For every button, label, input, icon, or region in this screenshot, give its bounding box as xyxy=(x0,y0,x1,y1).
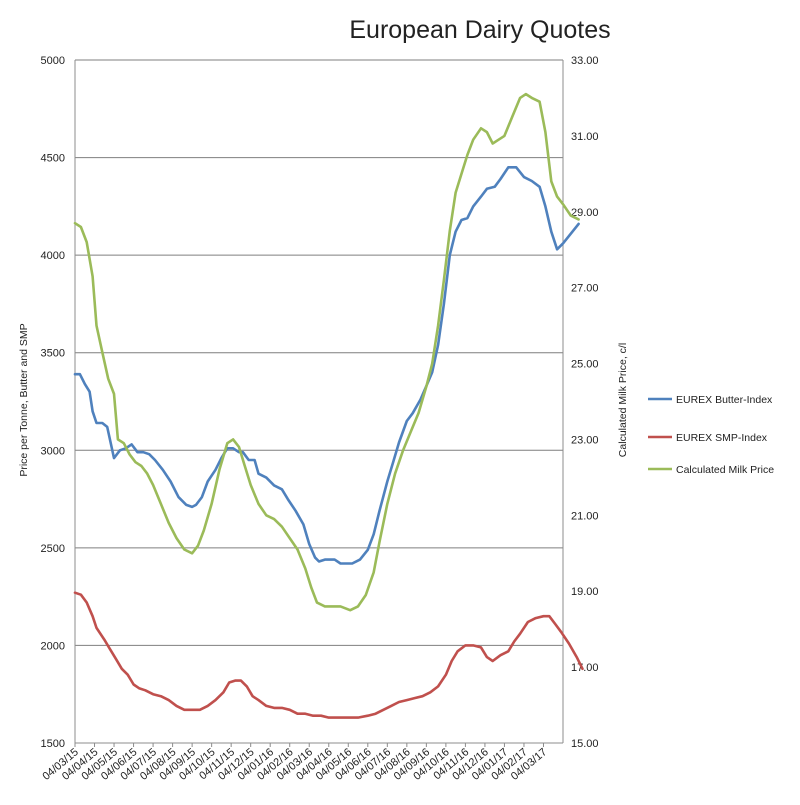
right-axis-ticks: 15.00 17.00 19.00 21.00 23.00 25.00 27.00 29.00… xyxy=(571,55,599,750)
y-axis-label: Price per Tonne, Butter and SMP xyxy=(18,323,30,476)
y2-tick-label: 21.00 xyxy=(571,510,599,522)
y-tick-label: 3500 xyxy=(41,348,65,360)
y2-tick-label: 23.00 xyxy=(571,434,599,446)
y2-tick-label: 27.00 xyxy=(571,283,599,295)
y-tick-label: 3000 xyxy=(41,445,65,457)
y-tick-label: 2000 xyxy=(41,640,65,652)
chart-title: European Dairy Quotes xyxy=(349,16,610,44)
y2-tick-label: 15.00 xyxy=(571,738,599,750)
axes xyxy=(74,60,564,744)
legend-label: EUREX SMP-Index xyxy=(676,432,768,444)
y-tick-label: 4000 xyxy=(41,250,65,262)
y-tick-label: 4500 xyxy=(41,153,65,165)
series-lines xyxy=(73,92,584,719)
gridlines xyxy=(75,59,563,744)
y-tick-label: 5000 xyxy=(41,55,65,67)
y2-tick-label: 25.00 xyxy=(571,359,599,371)
series-line-2 xyxy=(73,92,580,612)
y2-axis-label: Calculated Milk Price, c/l xyxy=(617,343,629,457)
legend-label: Calculated Milk Price xyxy=(676,464,774,476)
y2-tick-label: 19.00 xyxy=(571,586,599,598)
y-tick-label: 1500 xyxy=(41,738,65,750)
y-tick-label: 2500 xyxy=(41,543,65,555)
y2-tick-label: 17.00 xyxy=(571,662,599,674)
legend: EUREX Butter-Index EUREX SMP-Index Calcula… xyxy=(648,394,774,476)
y2-tick-label: 31.00 xyxy=(571,131,599,143)
legend-label: EUREX Butter-Index xyxy=(676,394,773,406)
series-line-0 xyxy=(73,166,580,565)
series-line-1 xyxy=(73,591,584,719)
y2-tick-label: 29.00 xyxy=(571,207,599,219)
x-axis-ticks: 04/03/1504/04/1504/05/1504/06/1504/07/15… xyxy=(40,743,549,783)
y2-tick-label: 33.00 xyxy=(571,55,599,67)
left-axis-ticks: 1500 2000 2500 3000 3500 4000 4500 5000 xyxy=(41,55,65,750)
